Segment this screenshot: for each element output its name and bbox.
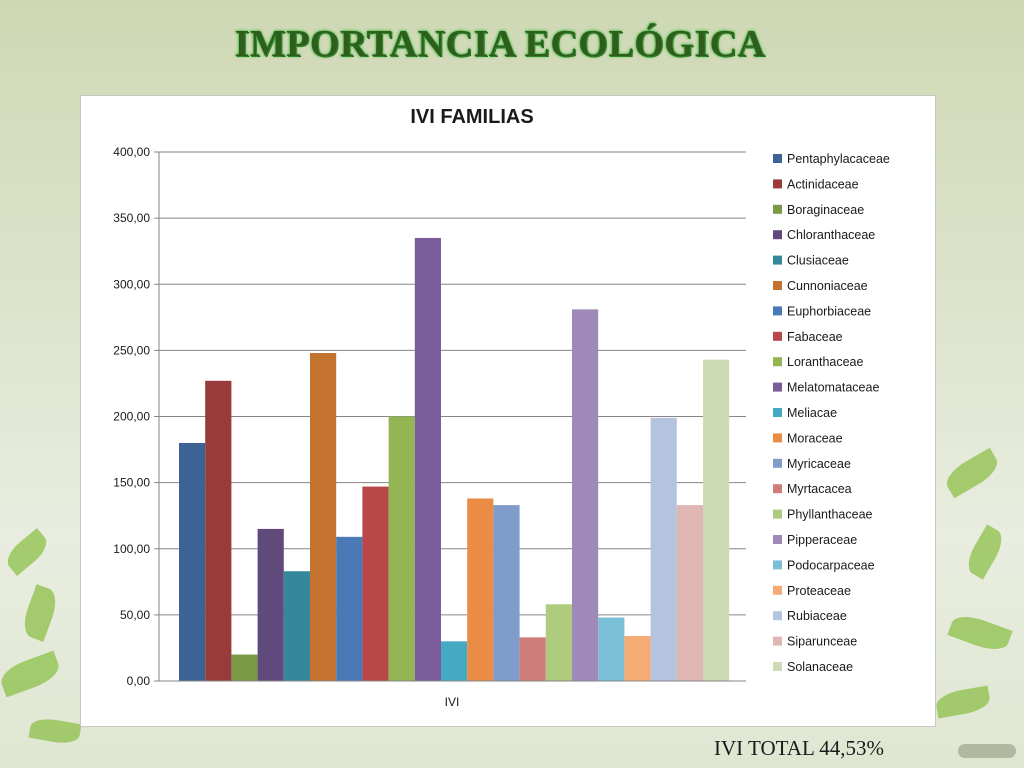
legend-swatch	[773, 255, 782, 265]
y-tick-label: 300,00	[113, 277, 150, 291]
legend-label: Fabaceae	[787, 330, 843, 344]
bar-loranthaceae	[388, 416, 415, 681]
y-axis-ticks: 0,00 50,00 100,00 150,00 200,00 250,00 300,00 3…	[113, 145, 150, 688]
legend-label: Phyllanthaceae	[787, 508, 873, 522]
legend-swatch	[773, 179, 782, 189]
legend-label: Rubiaceae	[787, 609, 847, 623]
bar-melatomataceae	[414, 237, 441, 681]
bar-pentaphylacaceae	[179, 442, 206, 681]
bar-cunnoniaceae	[310, 353, 337, 681]
bar-phyllanthaceae	[545, 604, 572, 681]
bar-clusiaceae	[283, 571, 310, 681]
legend-swatch	[773, 560, 782, 570]
legend-label: Proteaceae	[787, 584, 851, 598]
bar-pipperaceae	[572, 309, 599, 681]
bars	[179, 237, 730, 681]
legend-label: Siparunceae	[787, 635, 857, 649]
leaf-decoration	[962, 524, 1008, 580]
legend: Pentaphylacaceae Actinidaceae Boraginaceae…	[773, 152, 890, 674]
legend-label: Actinidaceae	[787, 177, 859, 191]
bar-fabaceae	[362, 486, 389, 681]
legend-label: Boraginaceae	[787, 203, 864, 217]
corner-logo	[958, 744, 1016, 758]
bar-moraceae	[467, 498, 494, 681]
y-tick-label: 350,00	[113, 211, 150, 225]
legend-label: Chloranthaceae	[787, 228, 875, 242]
legend-label: Clusiaceae	[787, 254, 849, 268]
chart-title: IVI FAMILIAS	[410, 106, 533, 128]
legend-swatch	[773, 204, 782, 214]
legend-swatch	[773, 331, 782, 341]
legend-label: Myrtacacea	[787, 482, 852, 496]
legend-label: Loranthaceae	[787, 355, 864, 369]
bar-myrtacacea	[519, 637, 546, 681]
legend-swatch	[773, 636, 782, 646]
legend-label: Cunnoniaceae	[787, 279, 868, 293]
y-tick-label: 150,00	[113, 476, 150, 490]
slide-title: IMPORTANCIA ECOLÓGICA	[234, 23, 766, 65]
bar-myricaceae	[493, 505, 520, 681]
legend-swatch	[773, 306, 782, 316]
legend-swatch	[773, 281, 782, 290]
legend-swatch	[773, 230, 782, 240]
leaf-decoration	[28, 715, 82, 747]
legend-label: Pentaphylacaceae	[787, 152, 890, 166]
legend-swatch	[773, 509, 782, 519]
legend-swatch	[773, 382, 782, 392]
legend-swatch	[773, 408, 782, 417]
legend-label: Melatomataceae	[787, 381, 879, 395]
leaf-decoration	[941, 447, 1003, 499]
leaf-decoration	[1, 528, 53, 576]
y-tick-label: 0,00	[127, 674, 151, 688]
y-tick-label: 100,00	[113, 542, 150, 556]
gridlines	[154, 151, 746, 682]
chart-svg: IVI FAMILIAS 0,00 50,00 100,00 150,00 200,00…	[113, 106, 890, 709]
legend-label: Myricaceae	[787, 457, 851, 471]
leaf-decoration	[18, 584, 62, 642]
bar-rubiaceae	[650, 417, 677, 681]
legend-swatch	[773, 535, 782, 544]
legend-swatch	[773, 484, 782, 494]
y-tick-label: 50,00	[120, 608, 150, 622]
bar-actinidaceae	[205, 380, 232, 681]
legend-label: Podocarpaceae	[787, 558, 875, 572]
bar-meliacae	[441, 641, 468, 681]
leaf-decoration	[947, 610, 1013, 656]
legend-swatch	[773, 433, 782, 443]
legend-swatch	[773, 662, 782, 671]
bar-boraginaceae	[231, 654, 258, 681]
legend-swatch	[773, 154, 782, 163]
legend-label: Meliacae	[787, 406, 837, 420]
y-tick-label: 200,00	[113, 410, 150, 424]
legend-label: Pipperaceae	[787, 533, 857, 547]
bar-proteaceae	[624, 636, 651, 681]
bar-podocarpaceae	[598, 617, 625, 681]
y-tick-label: 250,00	[113, 343, 150, 357]
bar-siparunceae	[676, 505, 703, 681]
legend-label: Solanaceae	[787, 660, 853, 674]
legend-label: Moraceae	[787, 431, 843, 445]
footer-note: IVI TOTAL 44,53%	[714, 736, 884, 760]
legend-swatch	[773, 357, 782, 367]
legend-swatch	[773, 611, 782, 621]
legend-swatch	[773, 585, 782, 595]
leaf-decoration	[934, 685, 992, 719]
legend-swatch	[773, 458, 782, 468]
bar-euphorbiaceae	[336, 536, 363, 681]
bar-solanaceae	[703, 359, 730, 681]
x-axis-label: IVI	[445, 695, 460, 709]
leaf-decoration	[0, 650, 63, 698]
y-tick-label: 400,00	[113, 145, 150, 159]
chart-frame: IVI FAMILIAS 0,00 50,00 100,00 150,00 200,00…	[80, 95, 936, 727]
bar-chloranthaceae	[257, 528, 284, 681]
legend-label: Euphorbiaceae	[787, 304, 871, 318]
